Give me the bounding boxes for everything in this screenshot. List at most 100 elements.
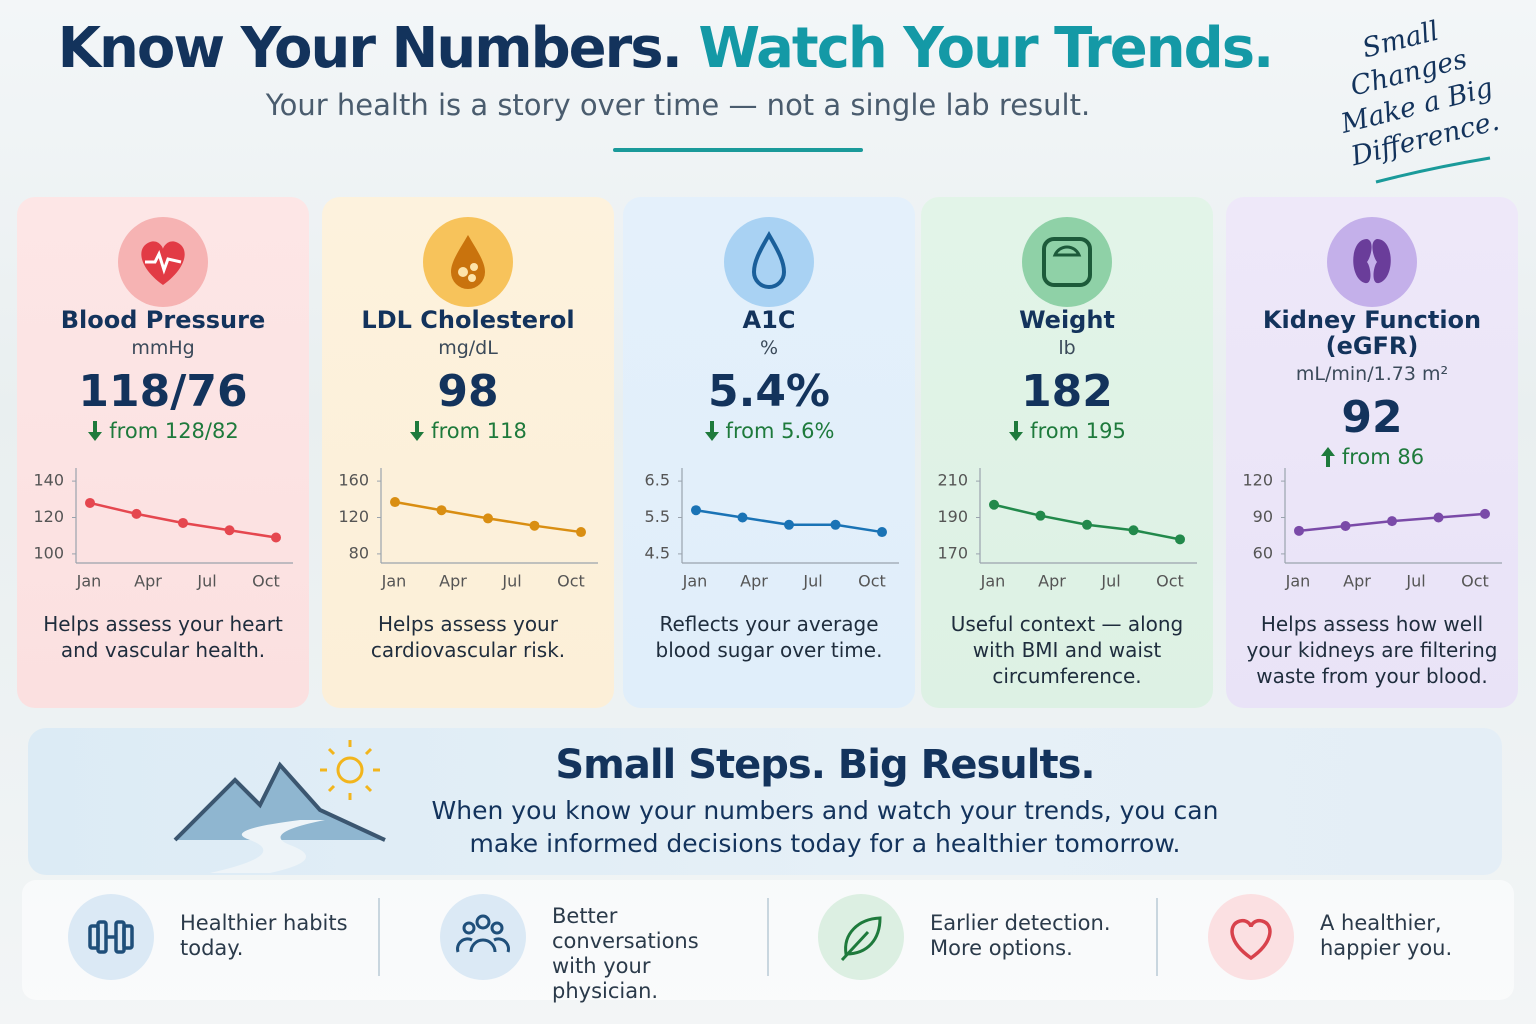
data-point: [989, 499, 999, 510]
benefit-text: Better conversations with your physician…: [552, 904, 699, 1003]
data-point: [1387, 516, 1397, 527]
data-point: [576, 527, 586, 538]
change-text: from 195: [1030, 419, 1126, 443]
x-tick-label: Oct: [252, 572, 280, 591]
trend-chart: 140 120 100 Jan Apr Jul Oct: [33, 468, 293, 591]
metric-card: Blood Pressure mmHg 118/76 from 128/82 140 12…: [17, 197, 309, 708]
trend-arrow: [704, 421, 719, 441]
data-point: [224, 525, 235, 536]
x-tick-label: Jan: [682, 572, 708, 591]
change-text: from 128/82: [109, 419, 239, 443]
y-tick-label: 160: [338, 471, 369, 490]
x-tick-label: Jul: [802, 572, 822, 591]
mountain-illustration: [173, 740, 386, 873]
y-tick-label: 210: [937, 471, 968, 490]
card-change: from 5.6%: [623, 419, 915, 443]
card-head: Kidney Function (eGFR) mL/min/1.73 m² 92 fr…: [1226, 307, 1518, 469]
card-description: Useful context — along with BMI and wais…: [950, 612, 1184, 688]
trend-chart: 6.5 5.5 4.5 Jan Apr Jul Oct: [645, 468, 899, 591]
x-tick-label: Apr: [1038, 572, 1066, 591]
title: Know Your Numbers. Watch Your Trends.: [0, 16, 1330, 81]
card-value: 182: [1021, 366, 1113, 417]
data-point: [178, 517, 188, 528]
card-change: from 128/82: [17, 419, 309, 443]
card-title: LDL Cholesterol: [361, 306, 575, 334]
metric-card: A1C% 5.4% from 5.6% 6.5 5.5 4.5 Jan Apr Jul Oct Re…: [623, 197, 915, 708]
data-point: [1433, 512, 1444, 523]
metric-icon: [423, 217, 513, 307]
data-point: [1480, 508, 1490, 519]
banner-text: When you know your numbers and watch you…: [431, 796, 1219, 858]
benefit-text: A healthier, happier you.: [1320, 911, 1453, 960]
card-value: 98: [437, 366, 499, 417]
title-part: Know Your Numbers.: [57, 16, 683, 81]
data-point: [436, 505, 447, 516]
benefit-divider: [1156, 898, 1158, 976]
card-value: 5.4%: [707, 366, 831, 417]
change-text: from 5.6%: [725, 419, 835, 443]
y-tick-label: 140: [33, 471, 64, 490]
x-tick-label: Jul: [1100, 572, 1120, 591]
y-tick-label: 6.5: [645, 471, 670, 490]
card-unit: mL/min/1.73 m²: [1295, 363, 1449, 385]
data-point: [1340, 520, 1351, 531]
x-tick-label: Jul: [196, 572, 216, 591]
x-tick-label: Jan: [381, 572, 407, 591]
data-point: [1035, 510, 1046, 521]
card-head: Blood Pressure mmHg 118/76 from 128/82: [17, 307, 309, 443]
y-tick-label: 120: [33, 507, 64, 526]
x-tick-label: Apr: [134, 572, 162, 591]
x-tick-label: Oct: [557, 572, 585, 591]
card-value: 118/76: [78, 366, 248, 417]
benefit-divider: [767, 898, 769, 976]
y-tick-label: 5.5: [645, 507, 670, 526]
trend-arrow: [410, 421, 425, 441]
card-title: Kidney Function (eGFR): [1262, 306, 1482, 360]
y-tick-label: 170: [937, 543, 968, 562]
card-title: A1C: [742, 306, 796, 334]
data-point: [691, 505, 701, 516]
card-unit: lb: [1058, 337, 1076, 359]
data-point: [830, 519, 841, 530]
metric-icon: [724, 217, 814, 307]
note-underline: [1375, 156, 1491, 184]
trend-arrow: [1009, 421, 1024, 441]
trend-chart: 160 120 80 Jan Apr Jul Oct: [338, 468, 598, 591]
card-change: from 195: [921, 419, 1213, 443]
y-tick-label: 60: [1253, 543, 1273, 562]
data-point: [390, 497, 400, 508]
metric-card: LDL Cholesterol mg/dL 98 from 118 160 120 80 Ja…: [322, 197, 614, 708]
trend-arrow: [1320, 447, 1335, 467]
card-unit: mmHg: [131, 337, 195, 359]
trend-chart: 120 90 60 Jan Apr Jul Oct: [1242, 468, 1502, 591]
card-head: LDL Cholesterol mg/dL 98 from 118: [322, 307, 614, 443]
banner-title: Small Steps. Big Results.: [555, 742, 1095, 788]
y-tick-label: 80: [349, 543, 369, 562]
card-description: Helps assess your cardiovascular risk.: [370, 612, 566, 662]
y-tick-label: 120: [338, 507, 369, 526]
card-head: Weight lb 182 from 195: [921, 307, 1213, 443]
x-tick-label: Apr: [740, 572, 768, 591]
y-tick-label: 100: [33, 543, 64, 562]
benefit-text: Healthier habits today.: [180, 911, 348, 960]
card-head: A1C% 5.4% from 5.6%: [623, 307, 915, 443]
y-tick-label: 120: [1242, 471, 1273, 490]
benefit-icon: [1208, 894, 1294, 980]
change-text: from 118: [431, 419, 527, 443]
data-point: [877, 527, 887, 538]
card-description: Helps assess your heart and vascular hea…: [43, 612, 283, 662]
x-tick-label: Oct: [858, 572, 886, 591]
card-description: Helps assess how well your kidneys are f…: [1246, 612, 1498, 688]
data-point: [483, 513, 493, 524]
data-point: [1128, 525, 1139, 536]
data-point: [85, 497, 95, 508]
card-title: Weight: [1019, 306, 1115, 334]
x-tick-label: Jul: [1405, 572, 1425, 591]
data-point: [737, 512, 748, 523]
card-title: Blood Pressure: [60, 306, 266, 334]
subtitle: Your health is a story over time — not a…: [265, 88, 1091, 122]
data-point: [1175, 534, 1185, 545]
metric-card: Weight lb 182 from 195 210 190 170 Jan Apr Jul Oct…: [921, 197, 1213, 708]
data-point: [529, 520, 540, 531]
benefit-divider: [378, 898, 380, 976]
